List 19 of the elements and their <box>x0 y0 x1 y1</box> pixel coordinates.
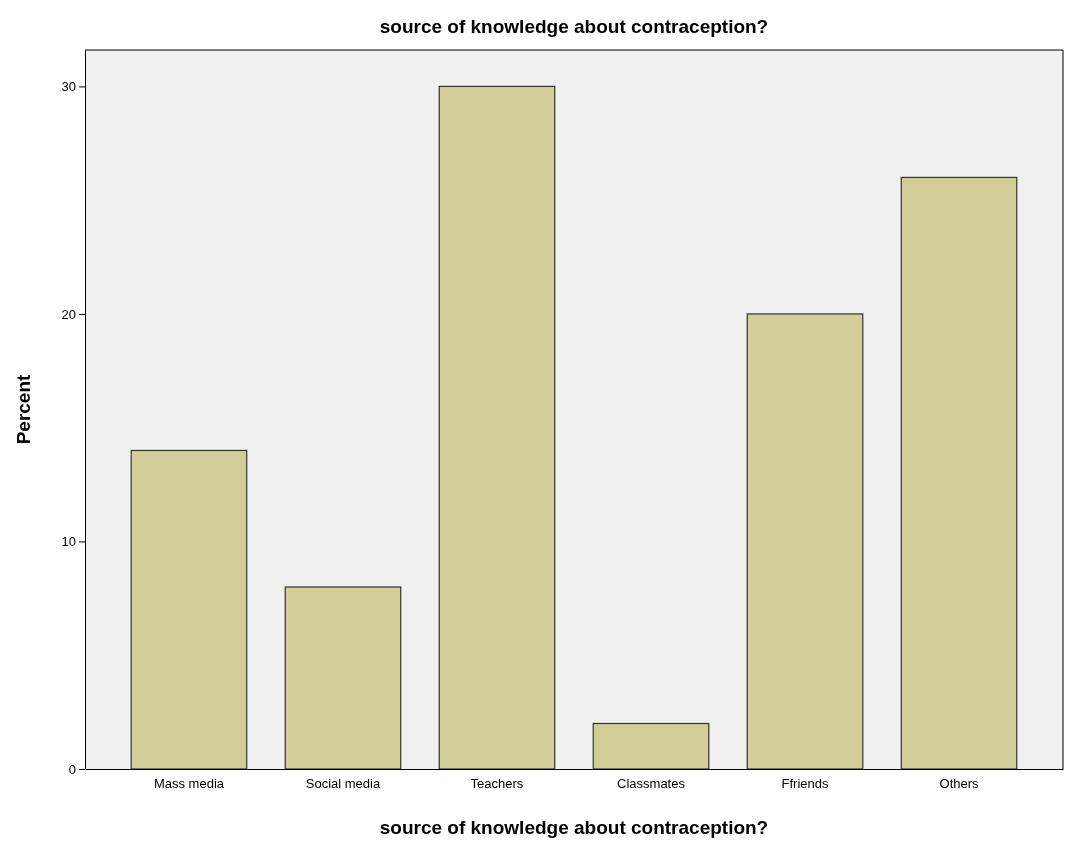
bar <box>592 722 710 770</box>
x-tick-label: Classmates <box>617 776 686 792</box>
bar <box>900 176 1018 770</box>
bar <box>438 85 556 770</box>
x-tick-label: Others <box>939 776 980 792</box>
bar <box>130 449 248 770</box>
x-axis-title: source of knowledge about contraception? <box>379 817 769 838</box>
chart-title: source of knowledge about contraception? <box>379 16 769 37</box>
x-tick-label: Mass media <box>153 776 225 792</box>
bar <box>284 586 402 770</box>
x-tick-label: Teachers <box>470 776 524 792</box>
y-tick-label: 20 <box>61 306 76 322</box>
bar <box>746 313 864 770</box>
y-tick-label: 30 <box>61 79 76 95</box>
y-tick-label: 10 <box>61 534 76 550</box>
x-tick-label: Ffriends <box>781 776 829 792</box>
x-tick-label: Social media <box>305 776 381 792</box>
y-tick-label: 0 <box>68 761 76 777</box>
y-axis-title: Percent <box>13 373 34 445</box>
